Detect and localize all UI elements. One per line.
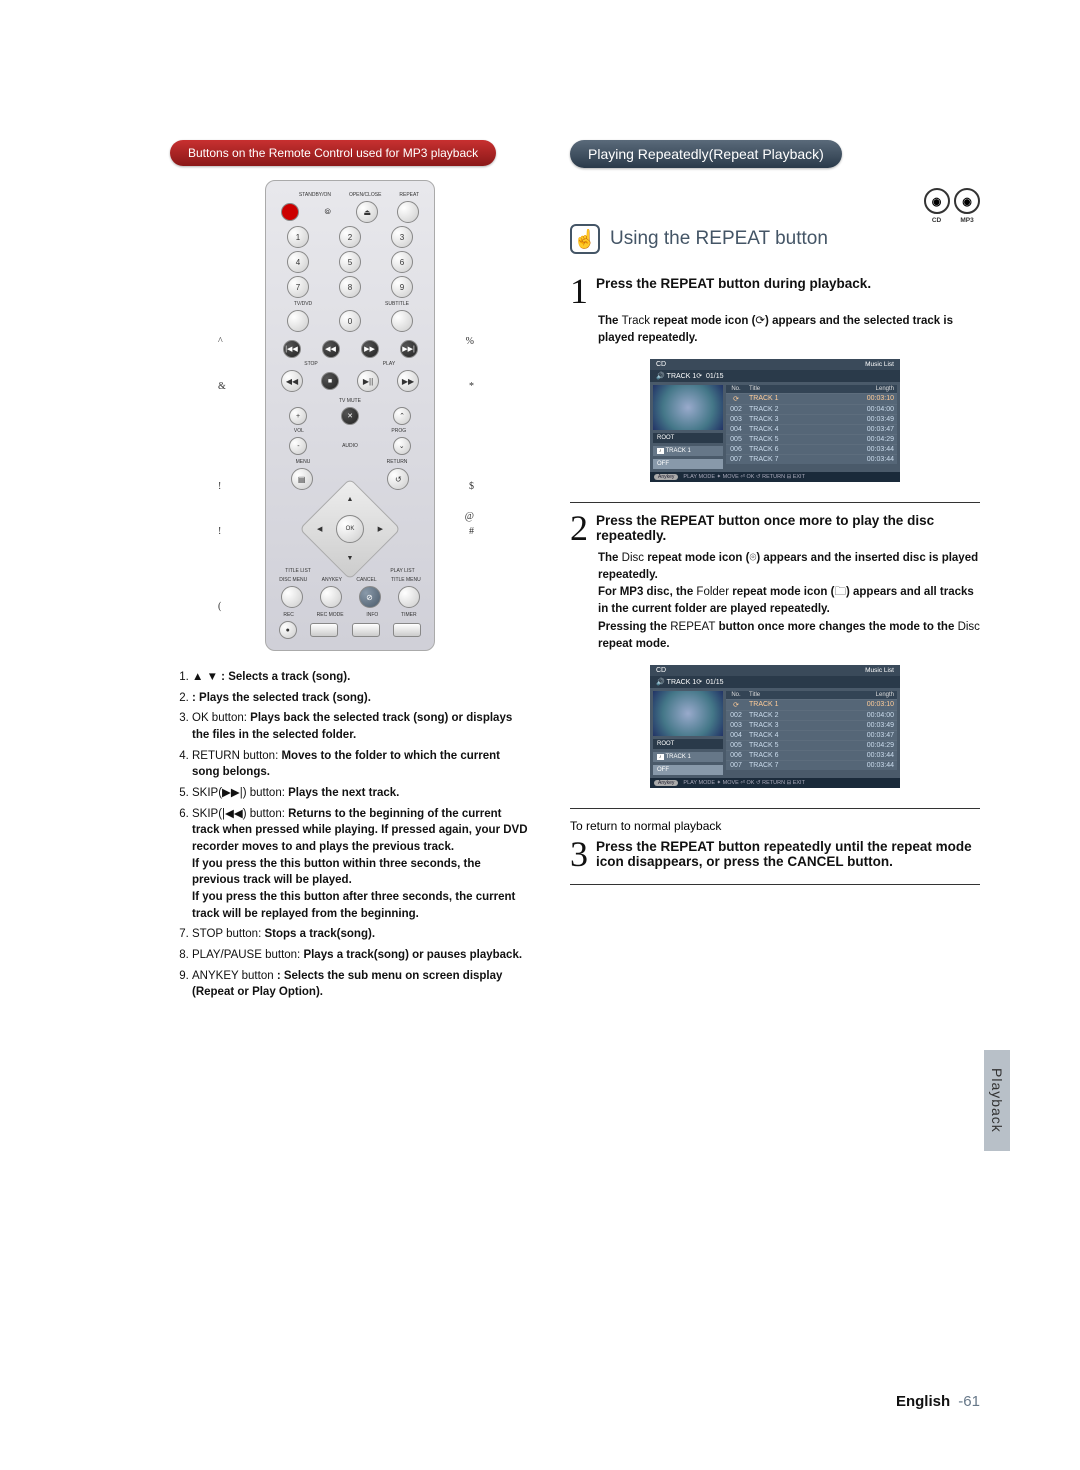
divider xyxy=(570,502,980,503)
step-1: 1 Press the REPEAT button during playbac… xyxy=(570,276,980,307)
skip-fwd-icon: ▶▶| xyxy=(400,340,418,358)
list-item: OK button: Plays back the selected track… xyxy=(192,710,530,743)
section-title: ☝ Using the REPEAT button xyxy=(570,224,980,254)
step-number: 2 xyxy=(570,513,588,544)
divider xyxy=(570,884,980,885)
table-row: 006TRACK 600:03:44 xyxy=(726,750,897,760)
table-row: 007TRACK 700:03:44 xyxy=(726,760,897,770)
table-row: 005TRACK 500:04:29 xyxy=(726,434,897,444)
step-2: 2 Press the REPEAT button once more to p… xyxy=(570,513,980,544)
tracklist-screenshot-2: CDMusic List 🔊 TRACK 1⟳ 01/15 ROOT ♪TRAC… xyxy=(650,665,900,788)
table-row: 003TRACK 300:03:49 xyxy=(726,414,897,424)
left-heading-pill: Buttons on the Remote Control used for M… xyxy=(170,140,496,166)
table-row: 004TRACK 400:03:47 xyxy=(726,730,897,740)
button-legend-list: ▲ ▼ : Selects a track (song). : Plays th… xyxy=(170,669,530,1001)
anykey-btn xyxy=(320,586,342,608)
dpad: ▲ ▼ ◀ ▶ OK xyxy=(315,494,385,564)
table-row: 002TRACK 200:04:00 xyxy=(726,404,897,414)
page-footer: English -61 xyxy=(896,1393,980,1410)
list-item: RETURN button: Moves to the folder to wh… xyxy=(192,748,530,781)
folder-repeat-icon: 🗀 xyxy=(834,586,846,598)
table-row: 004TRACK 400:03:47 xyxy=(726,424,897,434)
step-3: 3 Press the REPEAT button repeatedly unt… xyxy=(570,839,980,870)
list-item: ▲ ▼ : Selects a track (song). xyxy=(192,669,530,686)
table-row: ⟳TRACK 100:03:10 xyxy=(726,699,897,710)
skip-back-icon: |◀◀ xyxy=(283,340,301,358)
track-repeat-icon: ⟳ xyxy=(755,315,765,327)
divider xyxy=(570,808,980,809)
album-art-icon xyxy=(653,691,723,736)
list-item: : Plays the selected track (song). xyxy=(192,690,530,707)
cancel-btn: ⊘ xyxy=(359,586,381,608)
list-item: PLAY/PAUSE button: Plays a track(song) o… xyxy=(192,947,530,964)
media-icons: ◉ ◉ xyxy=(570,188,980,214)
cd-icon: ◉ xyxy=(924,188,950,214)
tracklist-screenshot-1: CDMusic List 🔊 TRACK 1⟳ 01/15 ROOT ♪TRAC… xyxy=(650,359,900,482)
album-art-icon xyxy=(653,385,723,430)
right-heading-pill: Playing Repeatedly(Repeat Playback) xyxy=(570,140,842,168)
side-tab: Playback xyxy=(984,1050,1010,1151)
step-1-desc: The Track repeat mode icon (⟳) appears a… xyxy=(598,313,980,348)
table-row: 007TRACK 700:03:44 xyxy=(726,454,897,464)
table-row: 002TRACK 200:04:00 xyxy=(726,710,897,720)
play-pause-btn: ▶|| xyxy=(357,370,379,392)
table-header: No.TitleLength xyxy=(726,691,897,699)
repeat-btn xyxy=(397,201,419,223)
right-column: Playing Repeatedly(Repeat Playback) ◉ ◉ … xyxy=(570,140,980,1005)
list-item: SKIP(|◀◀) button: Returns to the beginni… xyxy=(192,806,530,923)
left-column: Buttons on the Remote Control used for M… xyxy=(170,140,530,1005)
table-row: 003TRACK 300:03:49 xyxy=(726,720,897,730)
ok-btn: OK xyxy=(336,515,364,543)
return-note: To return to normal playback xyxy=(570,819,980,833)
list-item: SKIP(▶▶|) button: Plays the next track. xyxy=(192,785,530,802)
list-item: ANYKEY button : Selects the sub menu on … xyxy=(192,968,530,1001)
remote-illustration: ^ & ! ! ( % * $ @ # STANDBY/ONOPEN/CLOSE… xyxy=(170,180,530,651)
menu-btn: ▤ xyxy=(291,468,313,490)
table-row: 006TRACK 600:03:44 xyxy=(726,444,897,454)
page-columns: Buttons on the Remote Control used for M… xyxy=(170,140,980,1005)
table-row: 005TRACK 500:04:29 xyxy=(726,740,897,750)
table-header: No.TitleLength xyxy=(726,385,897,393)
remote-body: ^ & ! ! ( % * $ @ # STANDBY/ONOPEN/CLOSE… xyxy=(265,180,435,651)
step-number: 3 xyxy=(570,839,588,870)
step-2-desc: The Disc repeat mode icon (⌾) appears an… xyxy=(598,550,980,654)
standby-btn xyxy=(281,203,299,221)
step-number: 1 xyxy=(570,276,588,307)
open-close-btn: ⏏ xyxy=(356,201,378,223)
hand-icon: ☝ xyxy=(570,224,600,254)
table-row: ⟳TRACK 100:03:10 xyxy=(726,393,897,404)
fwd-btn: ▶▶ xyxy=(397,370,419,392)
mp3-icon: ◉ xyxy=(954,188,980,214)
stop-btn: ■ xyxy=(321,372,339,390)
list-item: STOP button: Stops a track(song). xyxy=(192,926,530,943)
return-btn: ↺ xyxy=(387,468,409,490)
rew-btn: ◀◀ xyxy=(281,370,303,392)
